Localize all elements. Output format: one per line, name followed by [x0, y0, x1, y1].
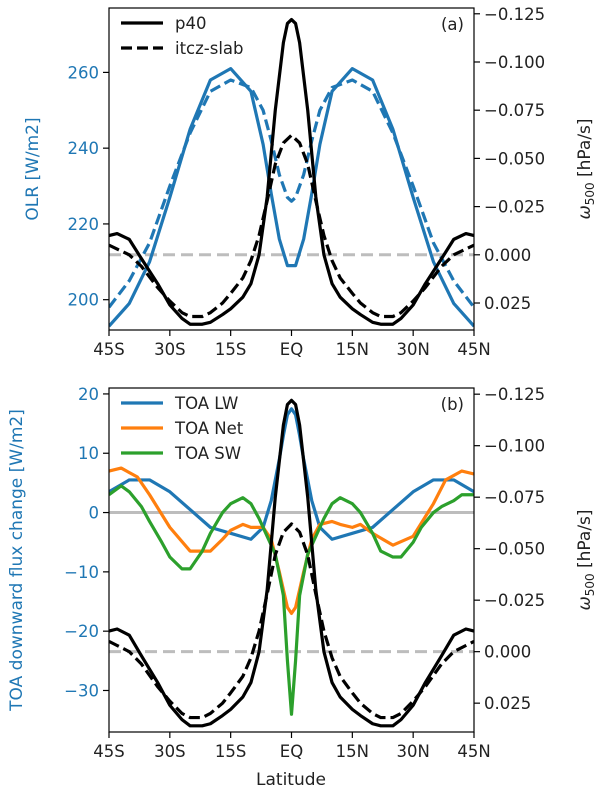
axes-frame	[108, 7, 475, 331]
panel-label: (b)	[441, 395, 464, 414]
y-left-tick-label: 220	[68, 215, 100, 234]
y-left-tick-label: 240	[68, 139, 100, 158]
y-right-tick-label: 0.025	[484, 294, 531, 313]
x-tick-label: 30N	[396, 742, 429, 761]
y-right-tick-label: −0.125	[484, 385, 545, 404]
series-p40-right	[109, 17, 474, 326]
x-axis-title: Latitude	[256, 770, 326, 790]
y-left-tick-label: 20	[78, 385, 99, 404]
y-right-tick-label: −0.075	[484, 488, 545, 507]
y-left-tick-label: 10	[78, 444, 99, 463]
y-right-axis-title: ω500 [hPa/s]	[575, 509, 597, 610]
x-tick-label: 45S	[93, 340, 124, 359]
y-right-tick-label: −0.025	[484, 591, 545, 610]
x-tick-label: 15S	[215, 340, 246, 359]
x-tick-label: EQ	[280, 340, 303, 359]
y-right-tick-label: 0.000	[484, 643, 531, 662]
y-left-axis-title: OLR [W/m2]	[23, 117, 43, 220]
y-right-tick-label: −0.025	[484, 198, 545, 217]
y-right-tick-label: 0.025	[484, 694, 531, 713]
legend-label: TOA Net	[174, 419, 244, 438]
series-toa-sw-left	[109, 484, 474, 716]
x-tick-label: 15N	[336, 742, 369, 761]
x-tick-label: 30N	[396, 340, 429, 359]
x-tick-label: 45N	[457, 340, 490, 359]
y-right-tick-label: −0.100	[484, 437, 545, 456]
series-toa-lw-left	[109, 407, 474, 541]
y-left-tick-label: 200	[68, 291, 100, 310]
x-tick-label: 15S	[215, 742, 246, 761]
series-itcz-slab-right-dashed	[109, 133, 474, 319]
legend-label: p40	[175, 14, 206, 33]
y-right-tick-label: −0.050	[484, 540, 545, 559]
plot-area	[109, 17, 474, 328]
x-tick-label: 30S	[154, 340, 185, 359]
panel-b: 45S 30S 15S EQ 15N 30N 45N 20 10 0 −10 −20 −30 −0.125…	[7, 385, 597, 761]
y-right-tick-label: −0.125	[484, 5, 545, 24]
legend-label: TOA LW	[174, 394, 238, 413]
x-tick-label: 45N	[457, 742, 490, 761]
y-right-tick-label: −0.100	[484, 53, 545, 72]
panel-label: (a)	[441, 15, 464, 34]
x-tick-label: 45S	[93, 742, 124, 761]
x-tick-label: 30S	[154, 742, 185, 761]
legend-label: TOA SW	[174, 444, 241, 463]
axes-frame	[108, 387, 475, 733]
series-line-right	[109, 398, 474, 728]
y-left-axis-title: TOA downward flux change [W/m2]	[7, 409, 27, 712]
y-right-axis-title: ω500 [hPa/s]	[575, 118, 597, 219]
legend-label: itcz-slab	[175, 39, 244, 58]
y-left-tick-label: −30	[64, 681, 99, 700]
x-tick-label: 15N	[336, 340, 369, 359]
series-itcz-slab-left-dashed	[109, 78, 474, 309]
y-left-tick-label: 0	[89, 504, 100, 523]
y-right-tick-label: −0.050	[484, 149, 545, 168]
series-p40-left	[109, 67, 474, 328]
y-left-tick-label: −10	[64, 563, 99, 582]
series-line-right-dashed	[109, 522, 474, 720]
legend: TOA LW TOA Net TOA SW	[121, 394, 244, 463]
y-left-tick-label: −20	[64, 622, 99, 641]
panel-a: 45S 30S 15S EQ 15N 30N 45N 200 220 240 260 −0.125 −0…	[23, 5, 597, 359]
y-right-tick-label: −0.075	[484, 101, 545, 120]
legend: p40 itcz-slab	[121, 14, 244, 58]
y-right-tick-label: 0.000	[484, 246, 531, 265]
x-tick-label: EQ	[280, 742, 303, 761]
plot-area	[109, 398, 474, 728]
series-toa-net-left	[109, 466, 474, 615]
y-left-tick-label: 260	[68, 63, 100, 82]
